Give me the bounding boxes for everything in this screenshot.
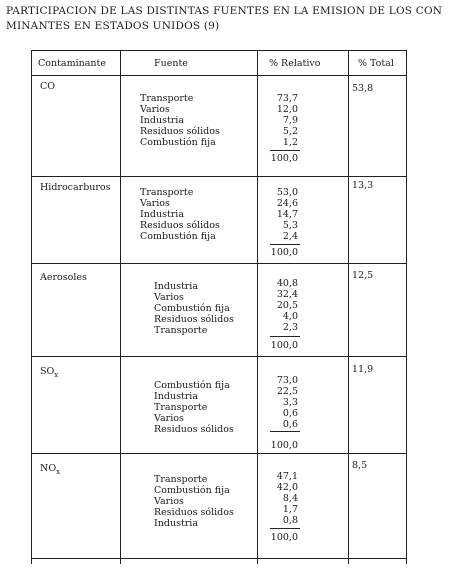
relative-value: 40,8 bbox=[276, 278, 298, 289]
pollutant-total: 8,5 bbox=[352, 460, 368, 471]
sum-value: 100,0 bbox=[270, 532, 298, 543]
source-row: Residuos sólidos bbox=[140, 220, 220, 231]
relative-value: 1,2 bbox=[282, 137, 298, 148]
header-contaminante: Contaminante bbox=[38, 58, 106, 69]
source-row: Residuos sólidos bbox=[154, 314, 234, 325]
source-row: Varios bbox=[140, 198, 170, 209]
pollutant-name: Aerosoles bbox=[40, 272, 87, 283]
header-relativo: % Relativo bbox=[269, 58, 321, 69]
header-bottom-rule bbox=[32, 75, 406, 76]
source-row: Varios bbox=[140, 104, 170, 115]
sum-value: 100,0 bbox=[270, 340, 298, 351]
relative-value: 7,9 bbox=[282, 115, 298, 126]
sum-rule bbox=[270, 244, 300, 245]
pollutant-name: CO bbox=[40, 81, 56, 92]
relative-value: 14,7 bbox=[276, 209, 298, 220]
source-row: Residuos sólidos bbox=[140, 126, 220, 137]
relative-value: 32,4 bbox=[276, 289, 298, 300]
source-row: Transporte bbox=[140, 187, 194, 198]
source-row: Combustión fija bbox=[154, 485, 230, 496]
source-row: Combustión fija bbox=[140, 137, 216, 148]
sum-rule bbox=[270, 150, 300, 151]
relative-value: 47,1 bbox=[276, 471, 298, 482]
column-divider-2 bbox=[257, 50, 258, 564]
relative-value: 8,4 bbox=[282, 493, 298, 504]
sum-value: 100,0 bbox=[270, 440, 298, 451]
pollutant-subscript: x bbox=[56, 468, 61, 476]
column-divider-3 bbox=[348, 50, 349, 564]
table-title: PARTICIPACION DE LAS DISTINTAS FUENTES E… bbox=[6, 4, 446, 34]
sum-value: 100,0 bbox=[270, 153, 298, 164]
table-title-line-1: PARTICIPACION DE LAS DISTINTAS FUENTES E… bbox=[6, 5, 443, 17]
source-row: Combustión fija bbox=[154, 380, 230, 391]
source-row: Industria bbox=[140, 209, 185, 220]
table-bottom-rule bbox=[32, 558, 406, 559]
relative-value: 42,0 bbox=[276, 482, 298, 493]
header-total: % Total bbox=[358, 58, 394, 69]
source-row: Transporte bbox=[154, 402, 208, 413]
relative-value: 73,7 bbox=[276, 93, 298, 104]
group-rule-2 bbox=[32, 263, 406, 264]
source-row: Industria bbox=[154, 518, 199, 529]
source-row: Varios bbox=[154, 292, 184, 303]
pollutant-name: NOx bbox=[40, 463, 61, 476]
relative-value: 22,5 bbox=[276, 386, 298, 397]
relative-value: 1,7 bbox=[282, 504, 298, 515]
source-row: Industria bbox=[154, 281, 199, 292]
relative-value: 12,0 bbox=[276, 104, 298, 115]
relative-value: 3,3 bbox=[282, 397, 298, 408]
pollutant-name: SOx bbox=[40, 366, 59, 379]
source-row: Transporte bbox=[154, 474, 208, 485]
relative-value: 20,5 bbox=[276, 300, 298, 311]
relative-value: 4,0 bbox=[282, 311, 298, 322]
sum-value: 100,0 bbox=[270, 247, 298, 258]
source-row: Residuos sólidos bbox=[154, 424, 234, 435]
relative-value: 5,2 bbox=[282, 126, 298, 137]
header-fuente: Fuente bbox=[154, 58, 188, 69]
pollutant-total: 53,8 bbox=[352, 83, 374, 94]
table-title-line-2: MINANTES EN ESTADOS UNIDOS (9) bbox=[6, 20, 220, 32]
pollutant-subscript: x bbox=[54, 371, 59, 379]
relative-value: 0,6 bbox=[282, 419, 298, 430]
group-rule-1 bbox=[32, 176, 406, 177]
pollutant-total: 11,9 bbox=[352, 364, 374, 375]
relative-value: 73,0 bbox=[276, 375, 298, 386]
sum-rule bbox=[270, 528, 300, 529]
source-row: Varios bbox=[154, 496, 184, 507]
relative-value: 0,6 bbox=[282, 408, 298, 419]
sum-rule bbox=[270, 431, 300, 432]
source-row: Combustión fija bbox=[154, 303, 230, 314]
relative-value: 5,3 bbox=[282, 220, 298, 231]
source-row: Varios bbox=[154, 413, 184, 424]
relative-value: 53,0 bbox=[276, 187, 298, 198]
source-row: Transporte bbox=[154, 325, 208, 336]
relative-value: 2,3 bbox=[282, 322, 298, 333]
header-top-rule bbox=[32, 50, 406, 51]
source-row: Residuos sólidos bbox=[154, 507, 234, 518]
emissions-table: Contaminante Fuente % Relativo % Total C… bbox=[31, 50, 407, 564]
source-row: Combustión fija bbox=[140, 231, 216, 242]
source-row: Industria bbox=[140, 115, 185, 126]
relative-value: 2,4 bbox=[282, 231, 298, 242]
source-row: Industria bbox=[154, 391, 199, 402]
pollutant-total: 13,3 bbox=[352, 180, 374, 191]
column-divider-1 bbox=[120, 50, 121, 564]
pollutant-name: Hidrocarburos bbox=[40, 182, 111, 193]
group-rule-4 bbox=[32, 453, 406, 454]
relative-value: 24,6 bbox=[276, 198, 298, 209]
pollutant-total: 12,5 bbox=[352, 270, 374, 281]
relative-value: 0,8 bbox=[282, 515, 298, 526]
sum-rule bbox=[270, 336, 300, 337]
source-row: Transporte bbox=[140, 93, 194, 104]
group-rule-3 bbox=[32, 356, 406, 357]
